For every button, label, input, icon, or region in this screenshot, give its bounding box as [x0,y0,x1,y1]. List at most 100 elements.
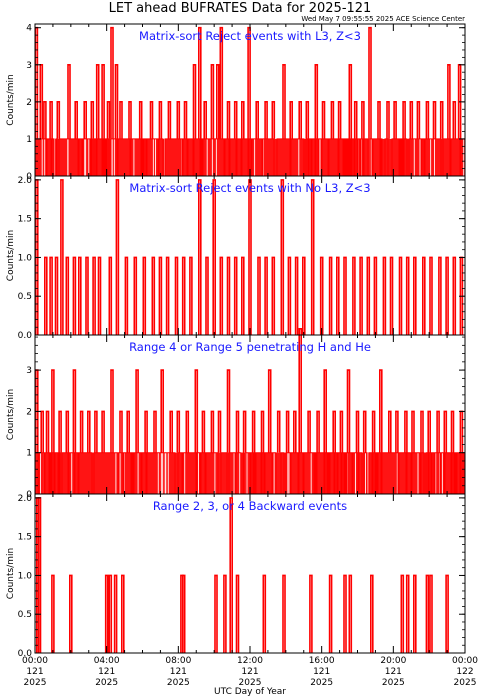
spike-36 [294,256,299,335]
baseline-gap [44,138,46,176]
spike-10 [92,256,96,335]
y-tick-label: 2.0 [18,494,33,504]
spike-34 [280,179,285,335]
baseline-gap [155,138,156,176]
baseline-gap [435,452,437,494]
spike-16 [144,410,148,453]
spike-47 [368,26,372,139]
y-tick-label: 3 [26,366,32,376]
x-tick-label: 20:00 [380,656,406,666]
spike-50 [420,410,424,453]
y-tick-label: 1 [26,449,32,459]
baseline-gap [152,138,154,176]
spike-27 [235,410,240,453]
spike-4 [51,369,55,453]
x-tick-label: 2025 [310,678,333,688]
spike-11 [101,410,105,453]
x-tick-label: 2025 [382,678,405,688]
spike-40 [314,63,319,139]
spike-19 [158,101,163,139]
spike-10 [181,574,186,653]
y-tick-label: 0 [26,172,32,182]
spike-22 [400,574,405,653]
spike-41 [336,256,340,335]
spike-5 [104,574,109,653]
spike-24 [413,574,417,653]
spike-32 [264,256,268,335]
spike-27 [445,574,449,653]
baseline-gap [287,452,289,494]
spike-18 [160,369,164,453]
spike-32 [276,410,281,453]
spike-30 [260,410,265,453]
baseline-trace [34,452,465,495]
y-tick-label: 1.0 [18,571,33,581]
spike-56 [452,256,457,335]
y-axis-label: Counts/min [6,230,16,281]
spike-18 [149,101,154,139]
spike-18 [328,574,333,653]
spike-42 [330,101,335,139]
spike-49 [411,410,415,453]
baseline-gap [41,138,43,176]
baseline-gap [298,138,300,176]
spike-5 [56,101,61,139]
x-tick-label: 122 [456,667,473,677]
baseline-gap [367,452,369,494]
spike-17 [153,410,157,453]
spike-45 [379,369,383,453]
spike-43 [362,410,367,453]
x-tick-label: 121 [385,667,402,677]
spike-1 [34,26,39,139]
spike-15 [262,574,267,653]
spike-14 [124,256,129,335]
spike-31 [267,369,272,453]
baseline-gap [67,138,69,176]
baseline-gap [214,452,216,494]
x-tick-label: 00:00 [452,656,478,666]
y-tick-label: 4 [26,24,32,34]
spike-4 [54,256,59,335]
baseline-gap [119,452,121,494]
spike-36 [282,63,286,139]
spike-38 [323,369,327,453]
x-tick-label: 2025 [24,678,47,688]
baseline-gap [434,138,435,176]
spike-30 [233,101,238,139]
spike-20 [348,574,353,653]
baseline-gap [355,452,356,494]
spike-46 [361,101,365,139]
y-tick-label: 1.5 [18,215,32,225]
y-tick-label: 3 [26,61,32,71]
panel-2: 0.0 0.5 1.0 1.5 2.0 Counts/min Matrix-sort Rej… [6,175,466,341]
spike-16 [142,256,147,335]
spike-32 [247,26,251,139]
spike-13 [229,497,233,653]
spike-25 [425,574,430,653]
spike-48 [389,256,394,335]
baseline-gap [211,138,213,176]
spike-14 [114,63,119,139]
spike-39 [305,101,310,139]
baseline-gap [164,452,166,494]
spike-26 [226,369,231,453]
spike-44 [359,256,363,335]
x-axis-label: UTC Day of Year [214,687,286,697]
baseline-gap [254,138,256,176]
x-axis-tick-labels: 00:00121202504:00121202508:00121202512:0… [22,656,478,688]
spike-8 [78,256,82,335]
spike-52 [422,256,426,335]
spike-21 [185,410,190,453]
spike-49 [398,256,403,335]
spike-54 [450,410,455,453]
y-axis-label: Counts/min [6,74,16,125]
spike-42 [355,410,360,453]
x-tick-label: 121 [170,667,187,677]
spike-28 [219,26,224,139]
baseline-gap [419,138,421,176]
panel-1: 0 1 2 3 4 Counts/min Matrix-sort Reject events… [6,23,466,182]
spike-15 [119,101,123,139]
x-tick-label: 121 [241,667,258,677]
baseline-gap [115,452,117,494]
figure-title: LET ahead BUFRATES Data for 2025-121 [109,1,372,16]
